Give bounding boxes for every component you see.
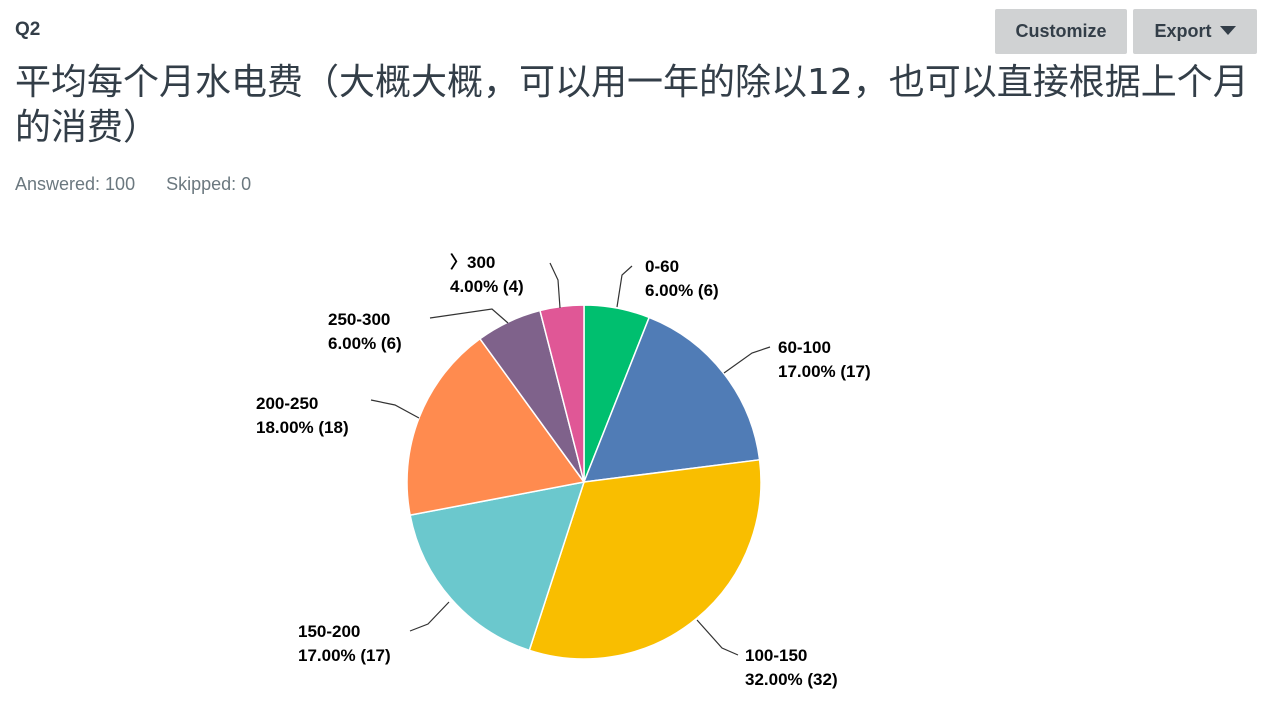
leader-line-2 (723, 346, 771, 374)
slice-category-label: 60-100 (778, 338, 831, 357)
pie-slice-2[interactable] (582, 316, 761, 483)
slice-category-label: 250-300 (328, 310, 390, 329)
slice-percent-label: 32.00% (32) (745, 670, 838, 689)
pie-slice-5[interactable] (406, 337, 586, 517)
question-number: Q2 (15, 19, 41, 40)
pie-slice-4[interactable] (409, 481, 586, 652)
response-stats: Answered: 100 Skipped: 0 (15, 174, 277, 195)
export-button-label: Export (1154, 21, 1212, 41)
pie-slice-7[interactable] (539, 304, 585, 483)
leader-line-5 (370, 399, 420, 419)
slice-category-label: 150-200 (298, 622, 360, 641)
customize-button-label: Customize (1015, 21, 1107, 41)
leader-line-7 (549, 262, 561, 309)
export-button[interactable]: Export (1133, 9, 1257, 54)
leader-line-1 (616, 265, 633, 308)
leader-line-3 (696, 619, 739, 656)
slice-percent-label: 6.00% (6) (328, 334, 402, 353)
slice-percent-label: 17.00% (17) (778, 362, 871, 381)
slice-percent-label: 6.00% (6) (645, 281, 719, 300)
customize-button[interactable]: Customize (995, 9, 1127, 54)
question-title: 平均每个月水电费（大概大概，可以用一年的除以12，也可以直接根据上个月的消费） (15, 62, 1249, 148)
slice-category-label: 100-150 (745, 646, 807, 665)
slice-category-label: 200-250 (256, 394, 318, 413)
slice-category-label: 0-60 (645, 257, 679, 276)
caret-down-icon (1219, 26, 1236, 35)
slice-percent-label: 17.00% (17) (298, 646, 391, 665)
slice-category-label: 〉300 (450, 252, 495, 272)
skipped-count: Skipped: 0 (166, 174, 252, 194)
slice-percent-label: 4.00% (4) (450, 277, 524, 296)
pie-slice-3[interactable] (528, 458, 762, 660)
answered-count: Answered: 100 (15, 174, 136, 194)
leader-line-4 (409, 601, 450, 632)
slice-percent-label: 18.00% (18) (256, 418, 349, 437)
leader-line-6 (429, 308, 509, 324)
